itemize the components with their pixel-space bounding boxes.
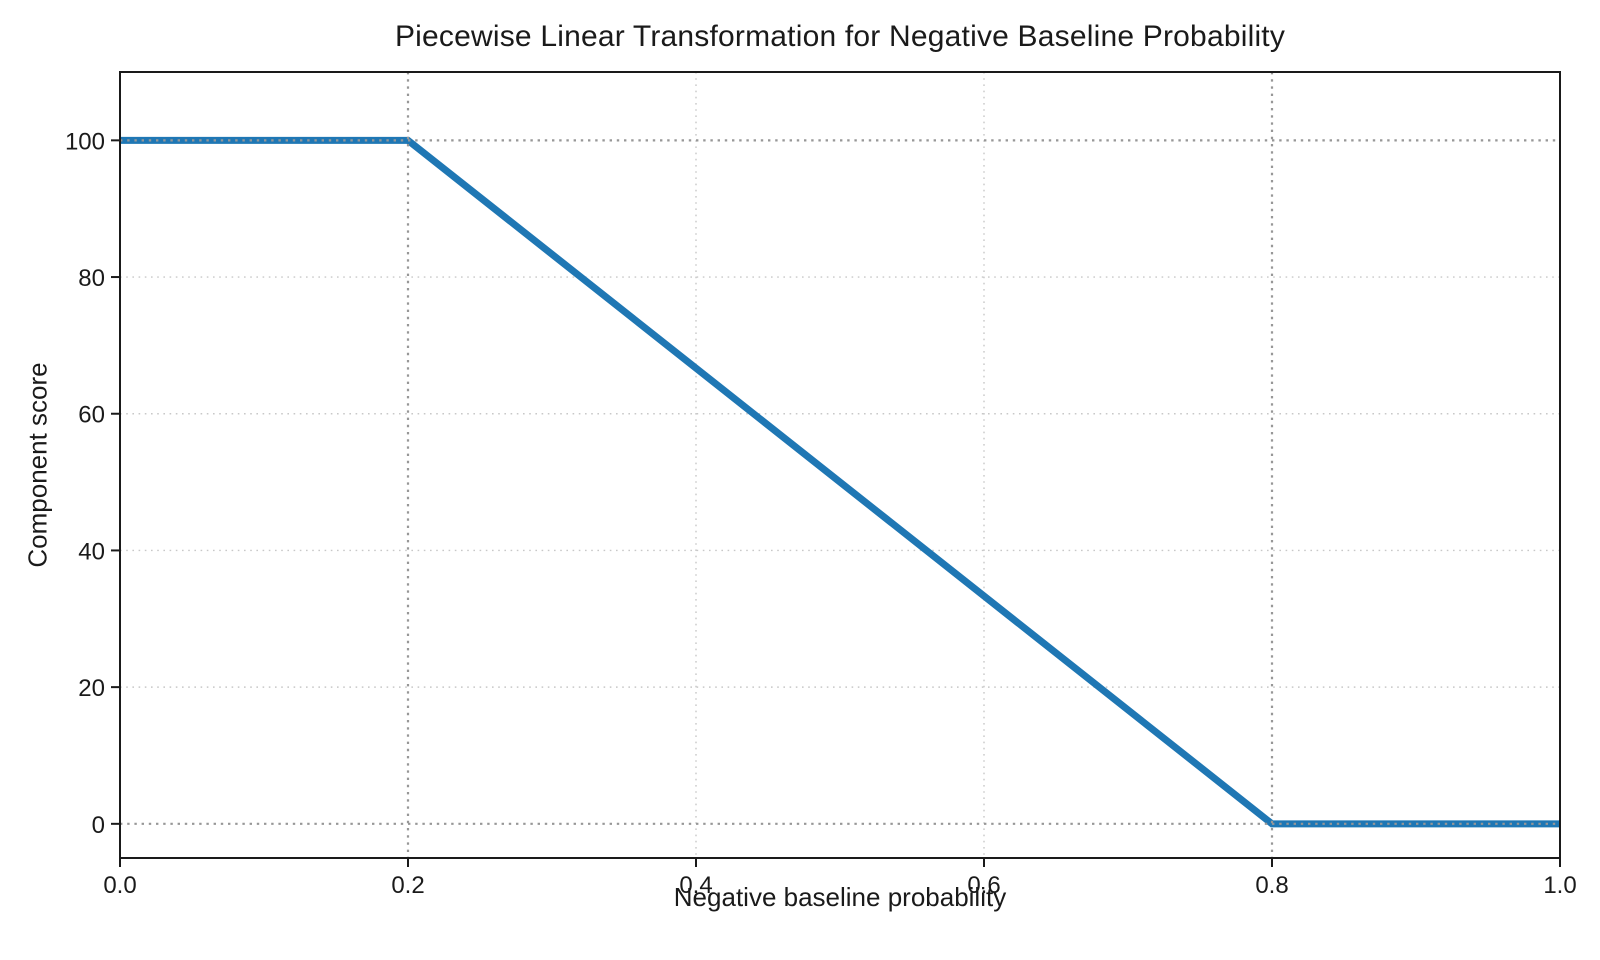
y-tick-label: 100 — [65, 128, 105, 155]
x-tick-label: 0.2 — [391, 872, 424, 899]
x-tick-label: 0.0 — [103, 872, 136, 899]
y-tick-label: 40 — [78, 538, 105, 565]
series-line — [120, 136, 1560, 828]
y-tick-label: 20 — [78, 675, 105, 702]
x-tick-label: 0.6 — [967, 872, 1000, 899]
chart-title: Piecewise Linear Transformation for Nega… — [394, 20, 1286, 53]
x-tick-label: 0.8 — [1255, 872, 1288, 899]
x-axis-label: Negative baseline probability — [673, 882, 1007, 912]
y-tick-label: 80 — [78, 265, 105, 292]
axes-frame — [119, 71, 1561, 859]
x-tick-label: 1.0 — [1543, 872, 1576, 899]
y-tick-label: 0 — [92, 812, 105, 839]
y-tick-label: 60 — [78, 402, 105, 429]
x-tick-label: 0.4 — [679, 872, 712, 899]
